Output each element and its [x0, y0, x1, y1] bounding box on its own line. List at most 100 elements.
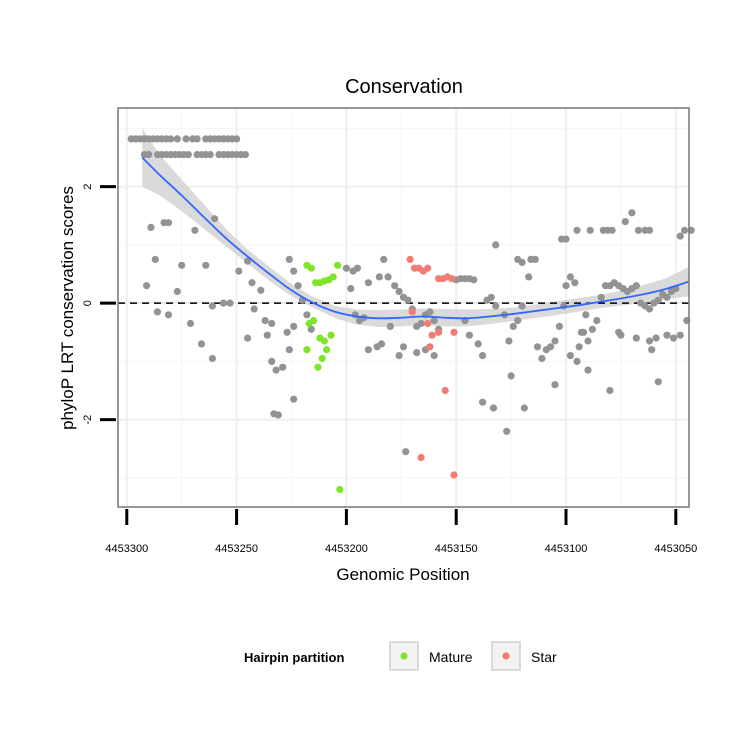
x-tick-label: 4453200 [325, 543, 368, 555]
point-other [597, 293, 605, 301]
point-other [391, 282, 399, 290]
point-other [538, 354, 546, 363]
point-other [395, 287, 403, 296]
point-other [211, 215, 219, 223]
point-mature [336, 485, 344, 494]
point-other [645, 337, 654, 345]
point-star [450, 471, 458, 479]
point-other [584, 337, 592, 345]
point-other [233, 135, 241, 143]
point-other [571, 279, 579, 287]
point-other [191, 226, 199, 234]
point-other [399, 343, 408, 351]
point-other [465, 331, 473, 339]
point-other [645, 305, 654, 313]
point-other [145, 151, 153, 159]
point-other [648, 346, 656, 354]
point-other [487, 293, 495, 301]
point-other [652, 334, 660, 342]
point-mature [307, 264, 315, 272]
point-other [186, 319, 195, 328]
point-star [424, 319, 432, 328]
legend-label-star: Star [531, 649, 557, 665]
point-other [588, 325, 597, 333]
point-star [408, 308, 416, 316]
y-axis: -2 0 2 [82, 184, 116, 425]
x-tick-label: 4453050 [654, 543, 697, 555]
point-other [518, 302, 526, 310]
point-other [518, 258, 526, 266]
point-other [560, 302, 568, 310]
point-other [479, 398, 487, 406]
point-other [573, 226, 581, 234]
x-tick-label: 4453100 [545, 543, 588, 555]
point-other [520, 404, 528, 412]
point-other [676, 232, 684, 240]
point-other [608, 226, 616, 234]
point-other [562, 235, 570, 243]
y-tick-label: 2 [82, 184, 94, 190]
point-other [226, 299, 234, 307]
point-star [441, 386, 449, 395]
point-mature [329, 273, 337, 281]
x-tick-label: 4453150 [435, 543, 478, 555]
point-other [268, 319, 276, 328]
confidence-band [142, 128, 689, 327]
point-other [586, 226, 594, 234]
series-star [406, 255, 458, 479]
x-axis-label: Genomic Position [336, 565, 469, 584]
point-other [178, 261, 186, 269]
point-other [584, 366, 592, 374]
point-star [450, 328, 458, 336]
point-star [417, 453, 425, 462]
point-star [406, 255, 414, 263]
point-mature [320, 337, 328, 345]
point-mature [309, 317, 318, 325]
point-other [632, 282, 640, 290]
point-other [353, 264, 361, 272]
point-other [347, 285, 355, 293]
point-other [386, 322, 394, 330]
point-other [404, 296, 412, 304]
point-other [479, 352, 487, 360]
point-other [272, 366, 280, 374]
point-other [268, 357, 276, 365]
point-other [384, 273, 392, 281]
point-other [285, 346, 293, 354]
legend-dot-mature [400, 652, 408, 660]
data-points [127, 135, 695, 494]
x-tick-label: 4453300 [105, 543, 148, 555]
point-other [380, 255, 388, 263]
point-other [599, 226, 607, 234]
point-other [681, 226, 689, 234]
point-other [654, 296, 662, 304]
point-other [202, 261, 210, 269]
point-other [573, 357, 581, 365]
point-other [551, 381, 559, 389]
point-other [593, 317, 601, 325]
point-other [153, 308, 162, 316]
point-other [566, 352, 575, 360]
point-star [448, 275, 456, 283]
point-other [197, 340, 206, 348]
point-other [474, 340, 482, 348]
point-mature [334, 261, 342, 269]
point-star [435, 328, 443, 336]
point-other [555, 322, 564, 330]
point-other [531, 255, 539, 263]
point-other [645, 226, 654, 234]
point-other [670, 334, 678, 342]
point-other [235, 267, 243, 275]
point-other [615, 328, 623, 336]
point-other [621, 218, 629, 226]
point-other [173, 135, 181, 143]
point-other [634, 226, 643, 234]
point-other [173, 287, 181, 296]
point-other [430, 352, 438, 360]
point-other [294, 282, 302, 290]
point-star [426, 343, 434, 351]
point-other [182, 135, 190, 143]
point-other [290, 395, 298, 403]
point-other [628, 209, 636, 217]
